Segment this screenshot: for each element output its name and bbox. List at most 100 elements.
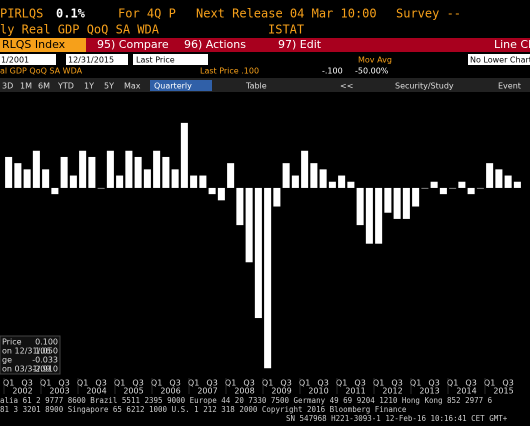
bar xyxy=(458,181,466,188)
chart-type[interactable]: Line Ch xyxy=(494,38,530,51)
stat-value: -0.033 xyxy=(32,356,58,365)
bar xyxy=(162,156,170,188)
range-button[interactable]: 3D xyxy=(2,82,13,91)
bar xyxy=(254,187,262,319)
x-tick-label: Q1 xyxy=(3,379,14,388)
field-box[interactable] xyxy=(133,54,208,65)
bar xyxy=(60,156,68,188)
range-button[interactable]: 5Y xyxy=(104,82,114,91)
bar xyxy=(227,163,235,188)
x-tick-label: Q1 xyxy=(299,379,310,388)
bar xyxy=(190,175,198,188)
x-year-label: 2015 xyxy=(493,387,513,396)
table[interactable]: Table xyxy=(245,82,267,91)
bar xyxy=(439,187,447,195)
change: -.100 xyxy=(322,67,343,76)
x-year-label: 2005 xyxy=(123,387,143,396)
x-tick-label: Q3 xyxy=(391,379,402,388)
range-button[interactable]: 1M xyxy=(20,82,32,91)
event[interactable]: Event xyxy=(498,82,521,91)
frequency: Quarterly xyxy=(154,82,192,91)
x-tick-label: Q3 xyxy=(428,379,439,388)
bar xyxy=(236,187,244,226)
toolbar xyxy=(0,38,530,52)
edit[interactable]: 97) Edit xyxy=(278,38,322,51)
range-bar xyxy=(0,78,530,92)
actions[interactable]: 96) Actions xyxy=(184,38,246,51)
bar xyxy=(171,169,179,188)
bar xyxy=(245,187,253,263)
bar xyxy=(282,163,290,188)
back[interactable]: << xyxy=(340,82,353,91)
range-button[interactable]: Max xyxy=(124,82,141,91)
x-tick-label: Q3 xyxy=(317,379,328,388)
bar xyxy=(365,187,373,244)
stat-value: 0.100 xyxy=(35,338,58,347)
bar xyxy=(264,187,272,369)
x-tick-label: Q3 xyxy=(21,379,32,388)
range-button[interactable]: YTD xyxy=(57,82,74,91)
x-year-label: 2006 xyxy=(160,387,180,396)
frequency-box[interactable] xyxy=(150,80,212,91)
stat-label: ge xyxy=(2,356,12,365)
end: 12/31/2015 xyxy=(68,56,114,65)
x-tick-label: Q3 xyxy=(465,379,476,388)
bar xyxy=(273,187,281,207)
bar xyxy=(14,163,22,188)
range-button[interactable]: 6M xyxy=(38,82,50,91)
bar xyxy=(143,169,151,188)
x-tick-label: Q1 xyxy=(151,379,162,388)
bar xyxy=(328,181,336,188)
bar xyxy=(42,169,50,188)
bar xyxy=(51,187,59,195)
bar xyxy=(449,187,457,189)
bar xyxy=(319,169,327,188)
study[interactable]: Security/Study xyxy=(395,82,454,91)
x-tick-label: Q3 xyxy=(280,379,291,388)
range-button[interactable]: 1Y xyxy=(84,82,94,91)
bar xyxy=(402,187,410,219)
bar xyxy=(69,175,77,188)
security-tab[interactable] xyxy=(0,38,86,52)
x-tick-label: Q1 xyxy=(225,379,236,388)
x-tick-label: Q1 xyxy=(484,379,495,388)
bar xyxy=(291,175,299,188)
bar xyxy=(116,175,124,188)
compare[interactable]: 95) Compare xyxy=(97,38,169,51)
bar xyxy=(106,150,114,188)
bar xyxy=(486,163,494,188)
stat-value: 1.050 xyxy=(35,347,58,356)
x-year-label: 2012 xyxy=(382,387,402,396)
start: 1/2001 xyxy=(1,56,29,65)
footer-line: 81 3 3201 8900 Singapore 65 6212 1000 U.… xyxy=(0,405,407,414)
bar xyxy=(301,150,309,188)
value: 0.1% xyxy=(56,7,86,21)
stat-value: -2.910 xyxy=(32,365,58,374)
bar xyxy=(125,150,133,188)
x-tick-label: Q1 xyxy=(114,379,125,388)
x-tick-label: Q1 xyxy=(262,379,273,388)
bar xyxy=(495,169,503,188)
bar xyxy=(375,187,383,244)
bar xyxy=(504,175,512,188)
lower-box[interactable] xyxy=(468,54,530,65)
end-box[interactable] xyxy=(66,54,128,65)
bar xyxy=(310,163,318,188)
x-year-label: 2007 xyxy=(197,387,217,396)
x-tick-label: Q3 xyxy=(58,379,69,388)
x-year-label: 2009 xyxy=(271,387,291,396)
stat-label: Price xyxy=(2,338,22,347)
start-box[interactable] xyxy=(0,54,56,65)
change-pct: -50.00% xyxy=(355,67,389,76)
field: Last Price xyxy=(136,56,175,65)
x-tick-label: Q3 xyxy=(243,379,254,388)
bar xyxy=(430,181,438,188)
bar xyxy=(338,175,346,188)
last-price: Last Price .100 xyxy=(200,67,259,76)
stat-label: on 12/31/06 xyxy=(2,347,50,356)
bar xyxy=(180,122,188,188)
bar xyxy=(5,156,13,188)
bar xyxy=(217,187,225,201)
x-year-label: 2011 xyxy=(345,387,365,396)
